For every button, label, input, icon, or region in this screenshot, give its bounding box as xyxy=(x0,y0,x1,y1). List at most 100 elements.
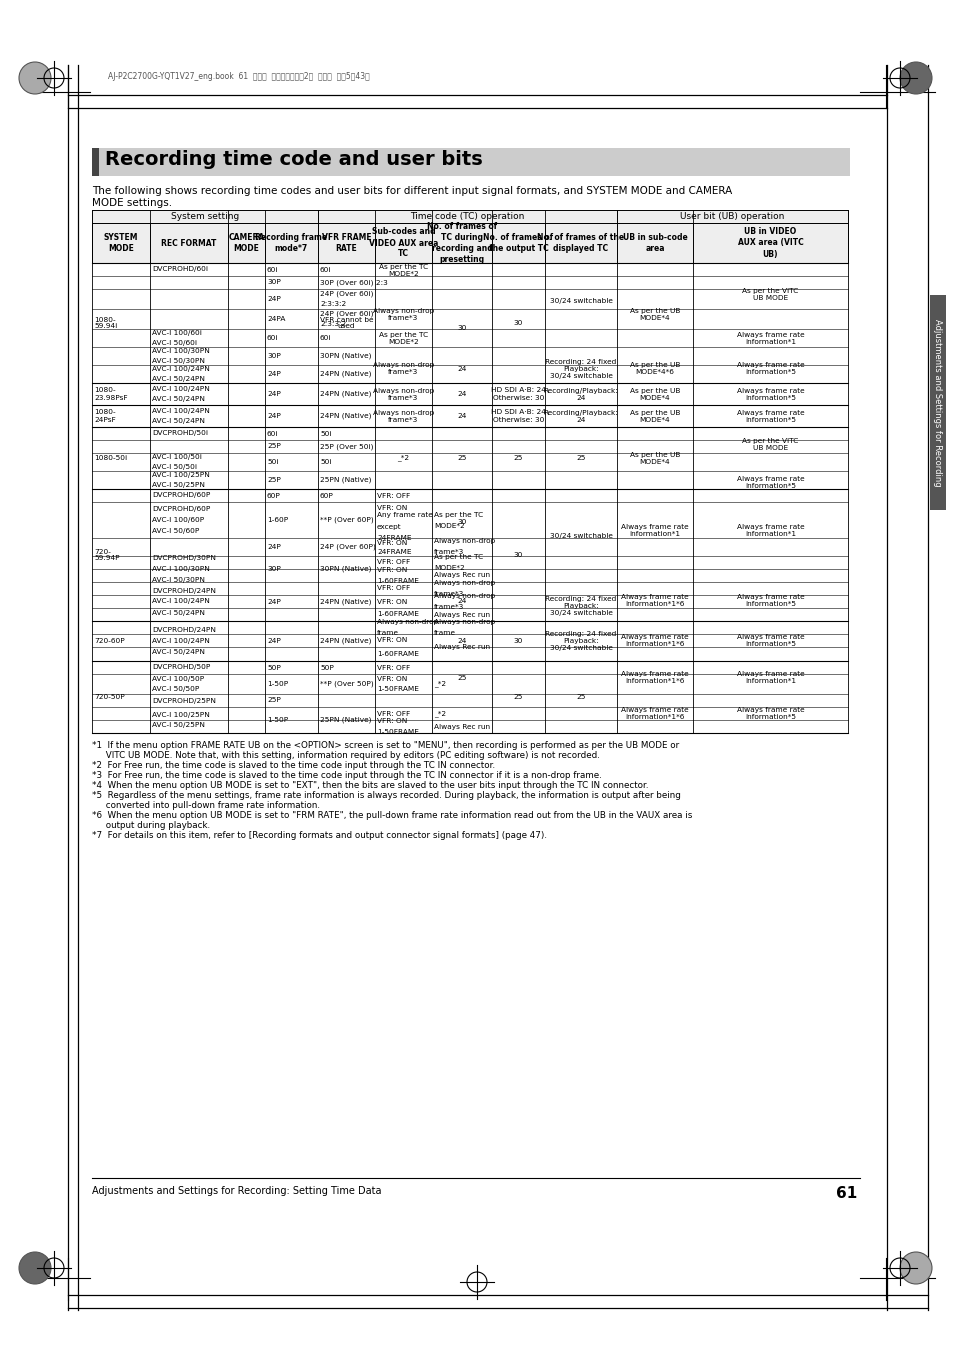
Text: AVC-I 50/50i: AVC-I 50/50i xyxy=(152,465,196,470)
Text: frame: frame xyxy=(376,630,398,636)
Circle shape xyxy=(899,62,931,95)
Text: No. of frames of the: No. of frames of the xyxy=(537,232,624,242)
Text: Always frame rate
information*5: Always frame rate information*5 xyxy=(736,477,803,489)
Text: 2:3:3:2: 2:3:3:2 xyxy=(319,301,346,308)
Text: 24: 24 xyxy=(456,598,466,604)
Text: 24FRAME: 24FRAME xyxy=(376,535,411,540)
Text: DVCPROHD/60P: DVCPROHD/60P xyxy=(152,493,211,499)
Text: AVC-I 50/30PN: AVC-I 50/30PN xyxy=(152,577,205,584)
Text: 24: 24 xyxy=(456,390,466,397)
Text: System setting: System setting xyxy=(171,212,239,222)
Text: MODE: MODE xyxy=(233,245,259,253)
Text: 60P: 60P xyxy=(319,493,334,499)
Text: AVC-I 50/24PN: AVC-I 50/24PN xyxy=(152,377,205,382)
Text: 25PN (Native): 25PN (Native) xyxy=(319,477,371,484)
Text: 30PN (Native): 30PN (Native) xyxy=(319,566,371,573)
Text: Always frame rate
information*1*6: Always frame rate information*1*6 xyxy=(620,671,688,684)
Text: Recording: 24 fixed
Playback:
30/24 switchable: Recording: 24 fixed Playback: 30/24 swit… xyxy=(545,631,616,651)
Text: **P (Over 60P): **P (Over 60P) xyxy=(319,516,374,523)
Text: SYSTEM: SYSTEM xyxy=(104,232,138,242)
Text: *3  For Free run, the time code is slaved to the time code input through the TC : *3 For Free run, the time code is slaved… xyxy=(91,771,601,780)
Text: _*2: _*2 xyxy=(434,711,446,717)
Text: MODE*2: MODE*2 xyxy=(434,565,464,571)
Text: AVC-I 50/24PN: AVC-I 50/24PN xyxy=(152,396,205,403)
Text: Recording: 24 fixed
Playback:
30/24 switchable: Recording: 24 fixed Playback: 30/24 swit… xyxy=(545,359,616,380)
Text: As per the VITC
UB MODE: As per the VITC UB MODE xyxy=(741,439,798,451)
Text: As per the UB
MODE*4: As per the UB MODE*4 xyxy=(629,451,679,465)
Text: AVC-I 100/30PN: AVC-I 100/30PN xyxy=(152,347,210,354)
Text: AVC-I 50/60i: AVC-I 50/60i xyxy=(152,340,196,346)
Text: DVCPROHD/60i: DVCPROHD/60i xyxy=(152,266,208,273)
Text: Always frame rate
information*1: Always frame rate information*1 xyxy=(736,331,803,345)
Text: No. of frames of: No. of frames of xyxy=(427,222,497,231)
Text: 30P (Over 60i) 2:3: 30P (Over 60i) 2:3 xyxy=(319,280,387,286)
Text: AVC-I 100/50P: AVC-I 100/50P xyxy=(152,676,204,681)
Text: presetting: presetting xyxy=(439,255,484,263)
Text: UB in sub-code: UB in sub-code xyxy=(622,232,687,242)
Text: UB in VIDEO: UB in VIDEO xyxy=(743,227,796,236)
Text: Recording time code and user bits: Recording time code and user bits xyxy=(105,150,482,169)
Text: As per the VITC
UB MODE: As per the VITC UB MODE xyxy=(741,289,798,301)
Text: No. of frames of: No. of frames of xyxy=(483,232,553,242)
Text: 50P: 50P xyxy=(267,665,280,670)
Text: As per the TC
MODE*2: As per the TC MODE*2 xyxy=(378,265,428,277)
Text: As per the UB
MODE*4: As per the UB MODE*4 xyxy=(629,409,679,423)
Text: AVC-I 100/24PN: AVC-I 100/24PN xyxy=(152,385,210,392)
Text: AJ-P2C2700G-YQT1V27_eng.book  61  ページ  ２００８年９月2日  火曜日  午待5時43分: AJ-P2C2700G-YQT1V27_eng.book 61 ページ ２００８… xyxy=(108,72,370,81)
Text: DVCPROHD/24PN: DVCPROHD/24PN xyxy=(152,627,215,634)
Text: As per the UB
MODE*4*6: As per the UB MODE*4*6 xyxy=(629,362,679,376)
Text: VFR: ON: VFR: ON xyxy=(376,717,407,724)
Text: Always non-drop: Always non-drop xyxy=(434,593,495,598)
Text: 50i: 50i xyxy=(319,431,331,436)
Text: 1080-
24PsF: 1080- 24PsF xyxy=(94,409,115,423)
Text: Recording: 24 fixed
Playback:
30/24 switchable: Recording: 24 fixed Playback: 30/24 swit… xyxy=(545,596,616,616)
Text: 60i: 60i xyxy=(267,431,278,436)
Text: 60i: 60i xyxy=(267,335,278,340)
Text: 30/24 switchable: 30/24 switchable xyxy=(549,299,612,304)
Text: AVC-I 100/60P: AVC-I 100/60P xyxy=(152,517,204,523)
Text: As per the TC: As per the TC xyxy=(434,554,482,561)
Text: Always Rec run: Always Rec run xyxy=(434,724,490,730)
Text: HD SDI A·B: 24
Otherwise: 30: HD SDI A·B: 24 Otherwise: 30 xyxy=(491,388,545,400)
Text: 1-60FRAME: 1-60FRAME xyxy=(376,651,418,657)
Text: 30/24 switchable: 30/24 switchable xyxy=(549,534,612,539)
Text: Always frame rate
information*5: Always frame rate information*5 xyxy=(736,707,803,720)
Text: 24P: 24P xyxy=(267,544,280,550)
Text: DVCPROHD/50P: DVCPROHD/50P xyxy=(152,665,211,670)
Text: Any frame rate: Any frame rate xyxy=(376,512,433,519)
Text: As per the TC: As per the TC xyxy=(434,512,482,517)
Circle shape xyxy=(19,1252,51,1283)
Text: 60P: 60P xyxy=(267,493,280,499)
Text: AVC-I 50/25PN: AVC-I 50/25PN xyxy=(152,723,205,728)
Text: VFR FRAME: VFR FRAME xyxy=(321,232,371,242)
Text: VFR: OFF: VFR: OFF xyxy=(376,585,410,592)
Text: VFR: ON: VFR: ON xyxy=(376,540,407,546)
Text: 1080-
59.94i: 1080- 59.94i xyxy=(94,316,117,330)
Text: RATE: RATE xyxy=(335,245,357,253)
Text: Always non-drop
frame*3: Always non-drop frame*3 xyxy=(373,388,434,400)
Text: the output TC: the output TC xyxy=(488,245,548,253)
Text: MODE: MODE xyxy=(108,245,133,253)
Text: 24P: 24P xyxy=(267,598,280,604)
Text: AVC-I 100/24PN: AVC-I 100/24PN xyxy=(152,366,210,372)
Text: 24PA: 24PA xyxy=(267,316,285,322)
Text: The following shows recording time codes and user bits for different input signa: The following shows recording time codes… xyxy=(91,186,732,196)
Text: 25: 25 xyxy=(456,455,466,461)
Text: 24P (Over 60i): 24P (Over 60i) xyxy=(319,290,374,297)
Text: 30P: 30P xyxy=(267,566,280,571)
Text: 1-50FRAME: 1-50FRAME xyxy=(376,686,418,692)
Text: TC: TC xyxy=(397,250,409,258)
Text: 24P: 24P xyxy=(267,413,280,419)
Text: VFR: ON: VFR: ON xyxy=(376,505,407,512)
Text: VFR: OFF: VFR: OFF xyxy=(376,493,410,499)
Text: Always frame rate
information*1: Always frame rate information*1 xyxy=(736,524,803,536)
Text: 50P: 50P xyxy=(319,665,334,670)
Text: 2:3:3:2: 2:3:3:2 xyxy=(319,322,346,327)
Text: 24PN (Native): 24PN (Native) xyxy=(319,413,371,419)
Text: 720-
59.94P: 720- 59.94P xyxy=(94,549,119,562)
Text: AVC-I 50/30PN: AVC-I 50/30PN xyxy=(152,358,205,365)
Text: output during playback.: output during playback. xyxy=(91,821,210,830)
Text: AVC-I 100/60i: AVC-I 100/60i xyxy=(152,330,202,335)
Text: converted into pull-down frame rate information.: converted into pull-down frame rate info… xyxy=(91,801,319,811)
Text: Always Rec run: Always Rec run xyxy=(434,612,490,617)
